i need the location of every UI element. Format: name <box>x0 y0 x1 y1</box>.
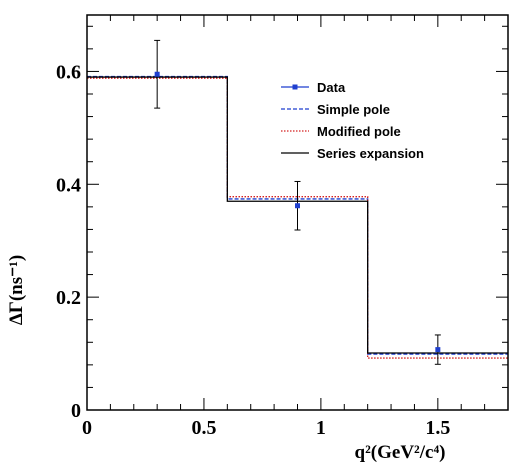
x-tick-label-2: 1 <box>316 417 326 439</box>
data-point-0 <box>154 71 160 77</box>
legend: Data Simple pole Modified pole Series expan… <box>281 80 424 161</box>
axes: 0 0.5 1 1.5 0 0.2 0.4 0.6 <box>56 14 509 439</box>
legend-label-2: Modified pole <box>317 124 401 139</box>
legend-data-marker <box>292 84 298 90</box>
y-tick-label-2: 0.4 <box>56 174 81 196</box>
x-tick-label-1: 0.5 <box>191 417 216 439</box>
y-tick-label-0: 0 <box>71 400 81 422</box>
legend-label-3: Series expansion <box>317 146 424 161</box>
legend-label-0: Data <box>317 80 346 95</box>
x-axis-label: q²(GeV²/c⁴) <box>355 442 446 463</box>
data-point-2 <box>435 347 441 353</box>
x-tick-label-0: 0 <box>82 417 92 439</box>
y-tick-label-3: 0.6 <box>56 61 81 83</box>
y-axis-label: ΔΓ(ns⁻¹) <box>6 255 27 325</box>
plot-area <box>87 39 508 365</box>
legend-label-1: Simple pole <box>317 102 390 117</box>
data-point-1 <box>295 203 300 209</box>
x-tick-label-3: 1.5 <box>425 417 450 439</box>
y-tick-label-1: 0.2 <box>56 287 81 309</box>
